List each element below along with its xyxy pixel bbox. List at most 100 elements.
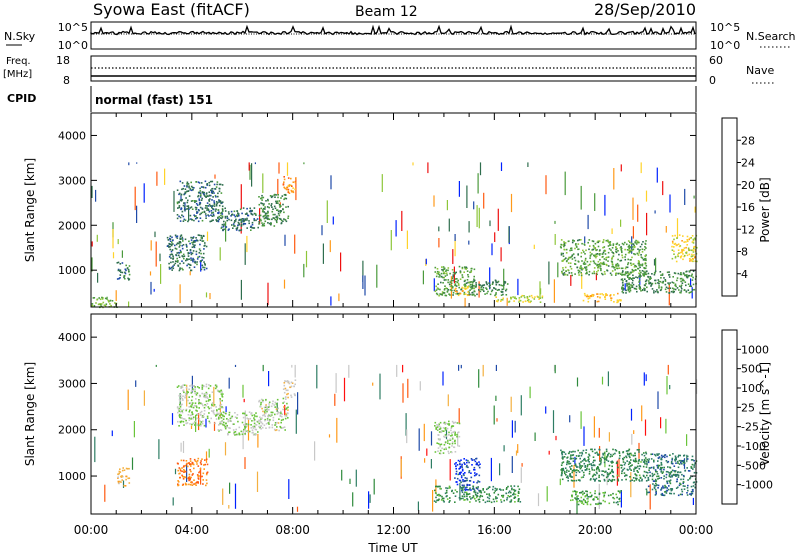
echo-cell <box>612 252 614 254</box>
echo-streak <box>407 378 409 398</box>
echo-cell <box>216 202 219 204</box>
echo-cell <box>610 453 612 456</box>
echo-cell <box>200 424 202 427</box>
echo-cell <box>200 182 203 184</box>
echo-streak <box>155 364 157 367</box>
echo-cell <box>263 207 265 210</box>
echo-cell <box>583 292 586 295</box>
echo-cell <box>169 254 172 256</box>
echo-cell <box>472 485 474 488</box>
echo-cell <box>657 487 659 489</box>
echo-cell <box>223 421 225 424</box>
echo-cell <box>594 480 596 482</box>
echo-cell <box>449 439 452 441</box>
echo-streak <box>496 418 498 422</box>
echo-cell <box>181 236 184 239</box>
echo-cell <box>205 215 207 217</box>
echo-cell <box>213 200 215 202</box>
echo-cell <box>638 252 641 254</box>
echo-cell <box>287 217 289 219</box>
echo-cell <box>463 287 466 290</box>
echo-cell <box>190 417 193 419</box>
echo-cell <box>465 466 468 468</box>
echo-cell <box>445 435 448 437</box>
echo-cell <box>287 396 289 399</box>
echo-cell <box>649 281 652 284</box>
echo-cell <box>440 281 442 284</box>
echo-cell <box>609 244 612 246</box>
echo-cell <box>486 488 488 491</box>
echo-cell <box>188 473 191 476</box>
echo-cell <box>220 212 222 214</box>
echo-streak <box>381 174 383 192</box>
echo-cell <box>461 489 463 492</box>
echo-cell <box>193 214 195 216</box>
echo-cell <box>692 276 694 279</box>
echo-cell <box>578 239 581 241</box>
echo-cell <box>203 395 205 398</box>
echo-cell <box>234 220 237 222</box>
echo-cell <box>116 278 119 280</box>
echo-cell <box>171 236 173 239</box>
echo-cell <box>689 237 691 240</box>
echo-cell <box>506 283 509 285</box>
echo-cell <box>191 241 193 244</box>
echo-cell <box>613 301 615 303</box>
echo-streak <box>294 364 296 378</box>
echo-cell <box>619 454 621 457</box>
echo-cell <box>275 202 278 204</box>
echo-cell <box>250 413 252 415</box>
echo-cell <box>645 471 648 474</box>
echo-cell <box>243 428 245 431</box>
echo-cell <box>687 484 689 487</box>
echo-cell <box>101 296 103 299</box>
echo-cell <box>510 296 512 299</box>
echo-cell <box>612 448 614 451</box>
echo-cell <box>246 217 248 220</box>
echo-cell <box>591 249 593 251</box>
echo-cell <box>571 476 574 478</box>
echo-cell <box>577 500 579 503</box>
echo-cell <box>681 493 683 496</box>
echo-cell <box>580 454 583 457</box>
echo-cell <box>461 286 463 289</box>
echo-cell <box>210 417 212 420</box>
echo-cell <box>642 289 644 291</box>
echo-cell <box>468 480 471 482</box>
echo-cell <box>180 251 182 254</box>
echo-streak <box>267 282 269 306</box>
echo-cell <box>450 435 452 437</box>
echo-cell <box>656 475 658 478</box>
echo-cell <box>124 272 127 275</box>
echo-cell <box>182 215 185 218</box>
echo-cell <box>575 479 578 482</box>
echo-cell <box>435 496 437 499</box>
echo-cell <box>217 220 220 223</box>
echo-cell <box>692 283 695 286</box>
echo-cell <box>601 263 603 265</box>
echo-cell <box>562 461 565 463</box>
echo-cell <box>188 417 191 419</box>
echo-cell <box>493 500 496 503</box>
echo-cell <box>441 291 444 293</box>
echo-cell <box>436 270 439 273</box>
echo-cell <box>686 467 688 469</box>
echo-cell <box>182 220 185 222</box>
echo-cell <box>454 495 457 497</box>
echo-cell <box>598 453 600 456</box>
freq-unit-label: [MHz] <box>3 69 32 80</box>
echo-cell <box>502 494 505 497</box>
echo-cell <box>185 243 188 246</box>
echo-cell <box>190 384 193 386</box>
echo-cell <box>622 284 624 287</box>
echo-cell <box>227 433 229 436</box>
echo-cell <box>222 423 224 426</box>
echo-cell <box>271 424 274 426</box>
echo-cell <box>594 479 596 481</box>
echo-cell <box>109 303 111 305</box>
echo-cell <box>448 485 451 488</box>
echo-cell <box>570 451 573 453</box>
echo-cell <box>194 388 196 390</box>
echo-cell <box>581 490 584 493</box>
echo-cell <box>125 264 127 267</box>
